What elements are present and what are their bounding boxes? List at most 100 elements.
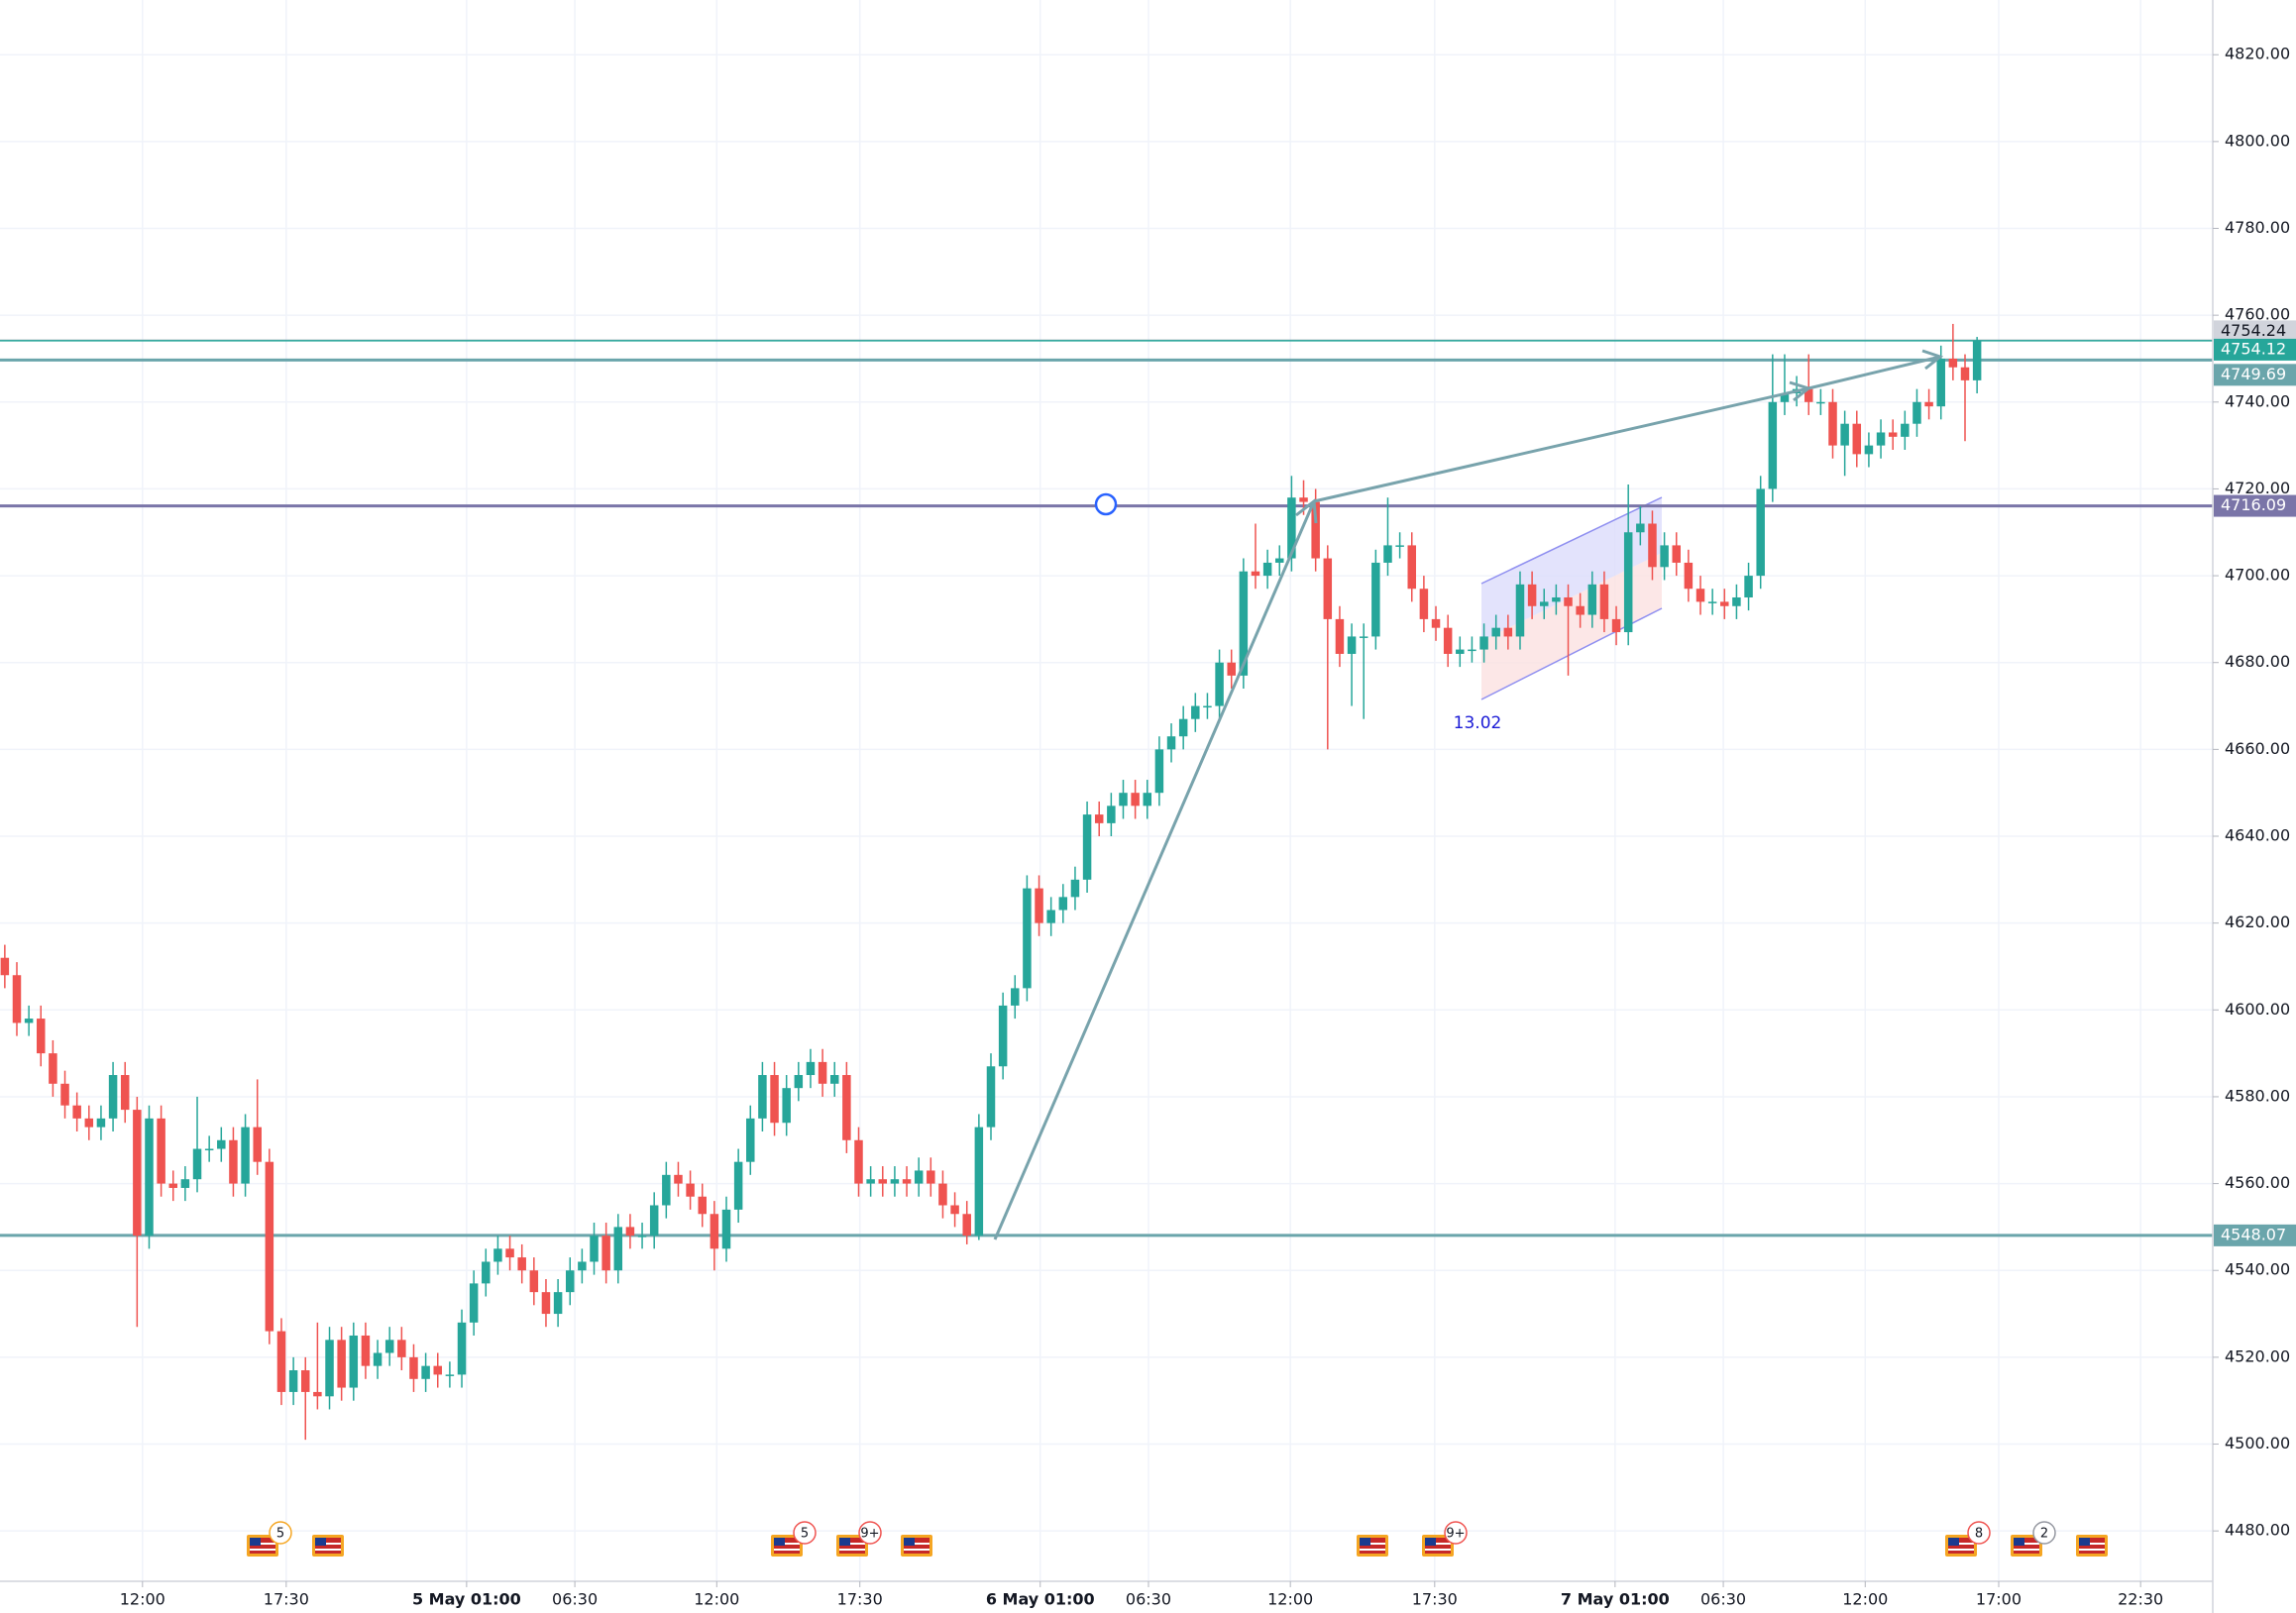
candle-body <box>1419 589 1429 619</box>
candle-body <box>1215 662 1224 706</box>
candle-body <box>710 1214 719 1249</box>
candle-body <box>157 1118 165 1184</box>
candle-body <box>1107 806 1116 823</box>
x-tick-label: 06:30 <box>1700 1590 1746 1609</box>
candle-body <box>301 1370 310 1392</box>
candle-body <box>1178 718 1188 737</box>
candle-body <box>12 975 22 1023</box>
candle-body <box>770 1075 779 1124</box>
price-label-box <box>2214 320 2296 343</box>
candle-body <box>1479 636 1488 650</box>
price-label-box <box>2214 338 2296 361</box>
candle-body <box>421 1365 430 1379</box>
candle-body <box>1046 910 1055 923</box>
candle-body <box>1395 545 1404 547</box>
candle-body <box>733 1161 743 1210</box>
y-tick-label: 4500.00 <box>2225 1434 2290 1452</box>
candle-body <box>1960 367 1970 380</box>
y-tick-label: 4740.00 <box>2225 391 2290 410</box>
candle-body <box>1924 401 1933 407</box>
candle-body <box>1864 445 1874 455</box>
candle-body <box>902 1179 912 1184</box>
event-flag-canton <box>1948 1538 1959 1546</box>
x-tick-label: 12:00 <box>1267 1590 1313 1609</box>
candle-body <box>1431 618 1441 628</box>
candle-body <box>1119 793 1128 806</box>
candle-body <box>541 1292 551 1315</box>
candle-body <box>565 1270 575 1293</box>
x-tick-label: 06:30 <box>1126 1590 1171 1609</box>
candle-body <box>938 1183 947 1206</box>
candle-body <box>878 1179 888 1184</box>
candle-body <box>529 1270 539 1293</box>
candle-body <box>806 1061 816 1076</box>
candle-body <box>1660 545 1669 568</box>
channel-lower <box>1481 553 1662 699</box>
candle-body <box>854 1139 863 1184</box>
event-badge <box>269 1521 292 1545</box>
candle-body <box>108 1075 118 1119</box>
events: 5 5 9+ 9+ 8 2 <box>247 1521 2108 1557</box>
candle-body <box>674 1174 683 1184</box>
event-flag-canton <box>2079 1538 2090 1546</box>
candle-body <box>325 1340 334 1397</box>
candle-body <box>96 1118 106 1128</box>
candle-body <box>1287 497 1296 559</box>
candle-body <box>1011 988 1020 1006</box>
event-flag-canton <box>250 1538 261 1546</box>
event-badge-count: 5 <box>276 1527 284 1542</box>
candles <box>0 323 1982 1441</box>
y-tick-label: 4520.00 <box>2225 1346 2290 1365</box>
candle-body <box>1707 601 1717 603</box>
event-badge <box>1967 1521 1991 1545</box>
x-tick-label: 17:00 <box>1976 1590 2022 1609</box>
anchor-handle[interactable] <box>1094 492 1118 516</box>
candle-body <box>1768 401 1778 489</box>
candle-body <box>794 1075 804 1089</box>
x-tick-label: 12:00 <box>694 1590 739 1609</box>
x-tick-label: 22:30 <box>2118 1590 2163 1609</box>
x-tick-label: 12:00 <box>1842 1590 1888 1609</box>
candle-body <box>1443 627 1453 654</box>
candle-body <box>1840 423 1849 446</box>
candle-body <box>1852 423 1862 455</box>
event-flag-canton <box>774 1538 785 1546</box>
candle-body <box>229 1139 238 1184</box>
price-label-box <box>2214 364 2296 386</box>
event-flag-canton <box>839 1538 850 1546</box>
candle-body <box>950 1205 959 1215</box>
channel-edge <box>1480 496 1663 585</box>
candle-body <box>505 1248 514 1258</box>
candle-body <box>288 1370 298 1392</box>
candle-body <box>1251 571 1260 577</box>
candle-body <box>829 1075 839 1084</box>
candle-body <box>1515 584 1525 637</box>
candle-body <box>517 1257 526 1271</box>
candle-body <box>1311 501 1320 559</box>
candle-body <box>1527 584 1537 606</box>
candle-body <box>265 1161 274 1332</box>
candle-body <box>1094 814 1104 823</box>
candle-body <box>962 1214 971 1237</box>
candle-body <box>578 1261 587 1271</box>
candle-body <box>457 1322 467 1375</box>
candle-body <box>361 1335 371 1366</box>
price-label: 4716.09 <box>2221 495 2286 514</box>
candle-body <box>1972 340 1982 380</box>
event-badge-count: 2 <box>2040 1527 2048 1542</box>
candle-body <box>637 1236 647 1237</box>
candle-body <box>1876 432 1886 446</box>
candle-body <box>1299 497 1308 502</box>
candle-body <box>1804 388 1813 402</box>
y-tick-label: 4720.00 <box>2225 479 2290 497</box>
candle-body <box>553 1292 563 1315</box>
x-tick-label: 17:30 <box>1412 1590 1458 1609</box>
candle-body <box>662 1174 671 1206</box>
y-tick-label: 4680.00 <box>2225 652 2290 671</box>
candle-body <box>746 1118 755 1162</box>
candle-body <box>49 1053 57 1084</box>
candle-body <box>204 1148 214 1151</box>
y-tick-label: 4480.00 <box>2225 1521 2290 1540</box>
candle-body <box>1070 879 1080 898</box>
candle-body <box>818 1061 827 1084</box>
